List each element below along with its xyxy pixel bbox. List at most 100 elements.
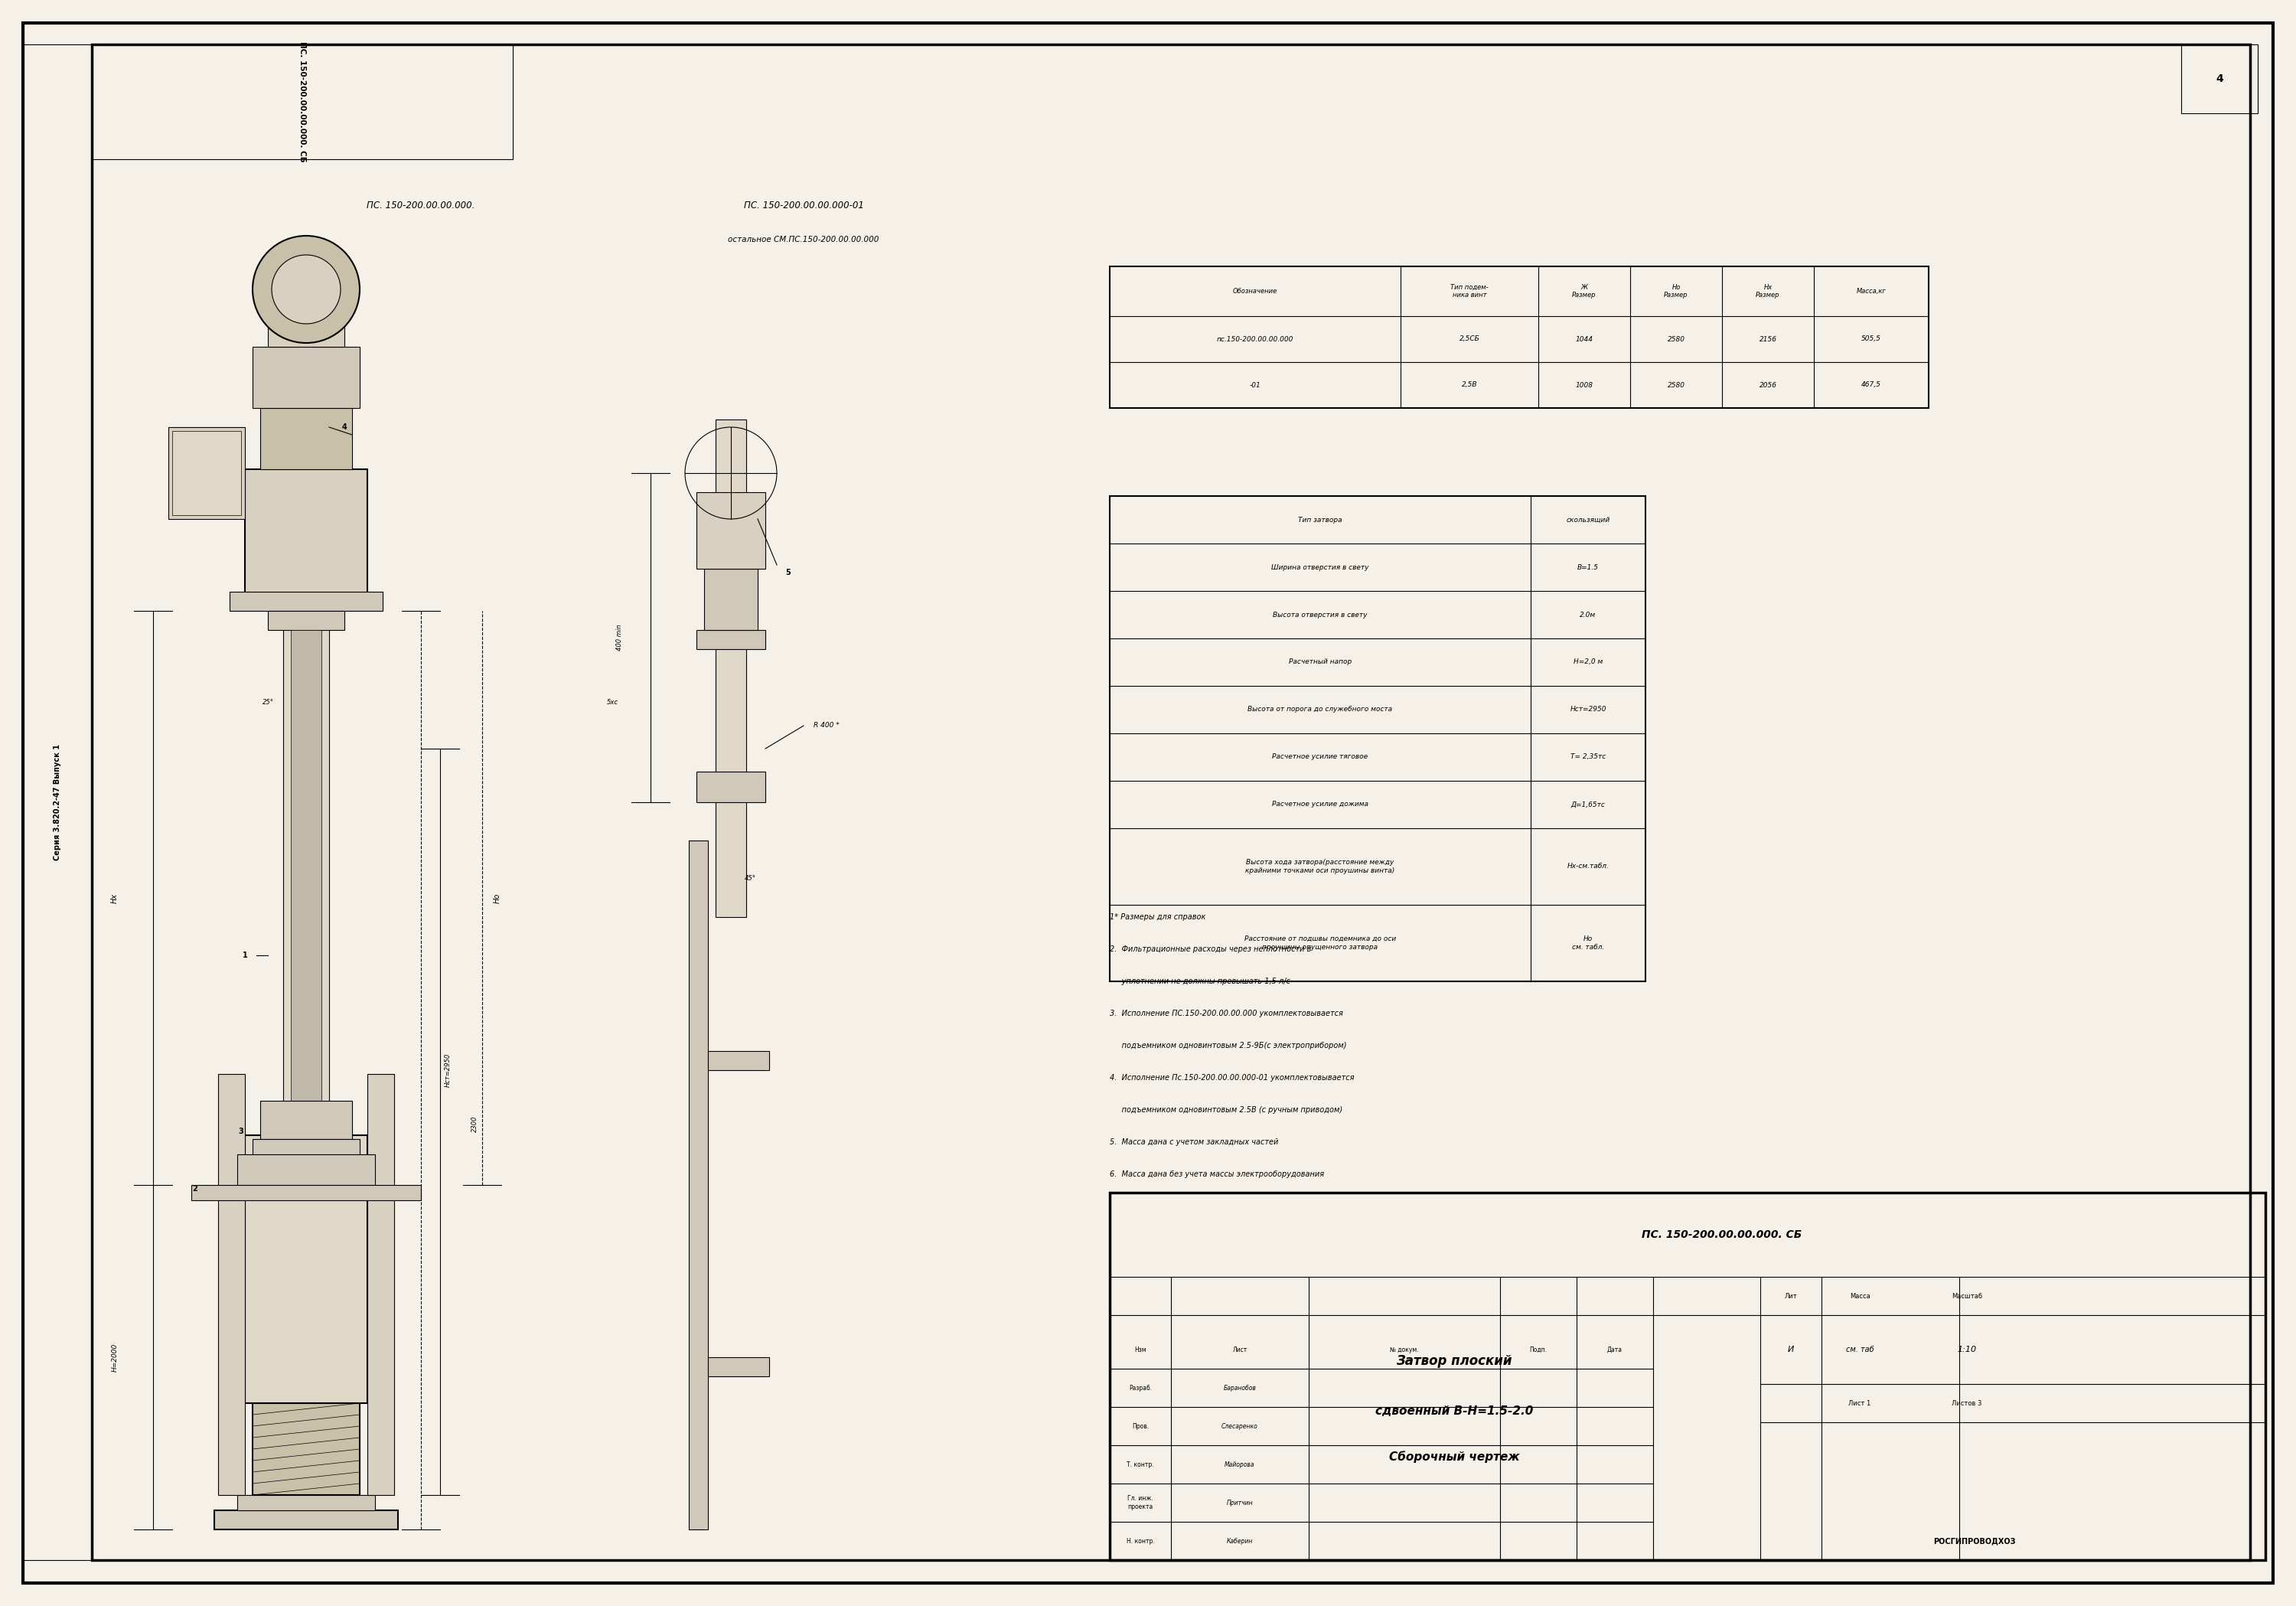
Bar (716, 419, 746, 917)
Text: 505,5: 505,5 (1862, 336, 1880, 342)
Text: Сборочный чертеж: Сборочный чертеж (1389, 1450, 1520, 1463)
Text: Масса,кг: Масса,кг (1857, 287, 1885, 296)
Bar (236, 1495, 374, 1510)
Bar (696, 630, 765, 649)
Text: Баранобов: Баранобов (1224, 1384, 1256, 1391)
Bar (292, 630, 321, 1105)
Text: В=1.5: В=1.5 (1577, 564, 1598, 570)
Text: R 400 *: R 400 * (813, 723, 840, 729)
Text: 467,5: 467,5 (1862, 382, 1880, 389)
Text: Высота хода затвора(расстояние между
крайними точками оси проушины винта): Высота хода затвора(расстояние между кра… (1244, 859, 1396, 874)
Text: Ho: Ho (494, 893, 501, 903)
Text: 3: 3 (239, 1127, 243, 1135)
Text: скользящий: скользящий (1566, 516, 1609, 524)
Text: Н=2,0 м: Н=2,0 м (1573, 658, 1603, 665)
Text: Но
Размер: Но Размер (1665, 284, 1688, 299)
Text: Масштаб: Масштаб (1952, 1293, 1981, 1299)
Bar (269, 610, 344, 630)
Text: остальное СМ.ПС.150-200.00.00.000: остальное СМ.ПС.150-200.00.00.000 (728, 236, 879, 244)
Text: 25°: 25° (262, 699, 273, 707)
Text: Ширина отверстия в свету: Ширина отверстия в свету (1272, 564, 1368, 570)
Text: 5хс: 5хс (606, 699, 618, 707)
Text: Каберин: Каберин (1226, 1537, 1254, 1545)
Text: Разраб.: Разраб. (1130, 1384, 1153, 1391)
Text: Высота отверстия в свету: Высота отверстия в свету (1272, 612, 1368, 618)
Text: Серия 3.820.2-47 Выпуск 1: Серия 3.820.2-47 Выпуск 1 (53, 744, 62, 861)
Text: Лист: Лист (1233, 1346, 1247, 1352)
Text: 4: 4 (342, 424, 347, 430)
Text: 2580: 2580 (1667, 336, 1685, 342)
Bar (367, 1074, 395, 1495)
Text: 2,5СБ: 2,5СБ (1460, 336, 1479, 342)
Bar (1109, 267, 1929, 408)
Text: Ж
Размер: Ж Размер (1573, 284, 1596, 299)
Circle shape (253, 236, 360, 344)
Text: 4.  Исполнение Пс.150-200.00.00.000-01 укомплектовывается: 4. Исполнение Пс.150-200.00.00.000-01 ук… (1109, 1074, 1355, 1081)
Text: подъемником одновинтовым 2.5В (с ручным приводом): подъемником одновинтовым 2.5В (с ручным … (1109, 1107, 1343, 1115)
Text: Расчетное усилие дожима: Расчетное усилие дожима (1272, 801, 1368, 808)
Text: Расчетный напор: Расчетный напор (1288, 658, 1352, 665)
Bar (705, 569, 758, 630)
Bar (282, 607, 328, 1105)
Bar (259, 408, 351, 469)
Text: Затвор плоский: Затвор плоский (1396, 1354, 1513, 1368)
Text: -01: -01 (1249, 382, 1261, 389)
Bar (92, 45, 512, 159)
Text: Hx: Hx (110, 893, 119, 903)
Bar (23, 45, 92, 1559)
Text: И: И (1789, 1346, 1793, 1354)
Text: 5.  Масса дана с учетом закладных частей: 5. Масса дана с учетом закладных частей (1109, 1139, 1279, 1147)
Bar (172, 430, 241, 516)
Text: 2300: 2300 (471, 1116, 478, 1132)
Text: 2.  Фильтрационные расходы через неплотности в: 2. Фильтрационные расходы через неплотно… (1109, 946, 1311, 952)
Text: Нх
Размер: Нх Размер (1756, 284, 1779, 299)
Text: РОСГИПРОВОДХОЗ: РОСГИПРОВОДХОЗ (1933, 1537, 2016, 1545)
Text: 2580: 2580 (1667, 382, 1685, 389)
Text: 2,5В: 2,5В (1463, 382, 1476, 389)
Bar (707, 1357, 769, 1376)
Text: см. таб: см. таб (1846, 1346, 1874, 1354)
Bar (271, 1105, 340, 1135)
Text: 2: 2 (193, 1185, 197, 1193)
Bar (246, 469, 367, 607)
Bar (236, 1155, 374, 1185)
Text: Обозначение: Обозначение (1233, 287, 1277, 296)
Text: 2056: 2056 (1759, 382, 1777, 389)
Text: Расчетное усилие тяговое: Расчетное усилие тяговое (1272, 753, 1368, 761)
Bar (191, 1185, 420, 1200)
Bar (707, 1050, 769, 1070)
Text: Т. контр.: Т. контр. (1127, 1461, 1155, 1468)
Bar (689, 840, 707, 1529)
Bar (230, 591, 383, 610)
Text: 6.  Масса дана без учета массы электрооборудования: 6. Масса дана без учета массы электрообо… (1109, 1171, 1325, 1179)
Text: Нст=2950: Нст=2950 (1570, 707, 1607, 713)
Text: пс.150-200.00.00.000: пс.150-200.00.00.000 (1217, 336, 1293, 342)
Text: Пров.: Пров. (1132, 1423, 1148, 1429)
Bar (253, 1139, 360, 1163)
Text: ПС. 150-200.00.00.000.: ПС. 150-200.00.00.000. (367, 201, 475, 210)
Bar (1109, 496, 1646, 981)
Text: 1044: 1044 (1575, 336, 1593, 342)
Bar (259, 1100, 351, 1139)
Text: ПС. 150-200.00.00.000. СБ: ПС. 150-200.00.00.000. СБ (1642, 1229, 1802, 1240)
Text: Нзм: Нзм (1134, 1346, 1146, 1352)
Text: H=2000: H=2000 (110, 1343, 119, 1372)
Bar (696, 771, 765, 803)
Text: Н. контр.: Н. контр. (1127, 1537, 1155, 1545)
Circle shape (271, 255, 340, 324)
Bar (1109, 1193, 2266, 1559)
Text: Листов 3: Листов 3 (1952, 1400, 1981, 1407)
Bar (253, 347, 360, 408)
Text: Лит: Лит (1784, 1293, 1798, 1299)
Text: Т= 2,35тс: Т= 2,35тс (1570, 753, 1605, 761)
Text: 1: 1 (243, 951, 248, 959)
Text: Высота от порога до служебного моста: Высота от порога до служебного моста (1247, 707, 1394, 713)
Text: Подп.: Подп. (1529, 1346, 1548, 1352)
Text: Слесаренко: Слесаренко (1221, 1423, 1258, 1429)
Text: Д=1,65тс: Д=1,65тс (1570, 801, 1605, 808)
Text: Гл. инж.
проекта: Гл. инж. проекта (1127, 1495, 1153, 1510)
Bar (2181, 45, 2257, 114)
Text: Масса: Масса (1851, 1293, 1869, 1299)
Bar (214, 1510, 397, 1529)
Text: Расстояние от подшвы подемника до оси
проушины опущенного затвора: Расстояние от подшвы подемника до оси пр… (1244, 936, 1396, 951)
